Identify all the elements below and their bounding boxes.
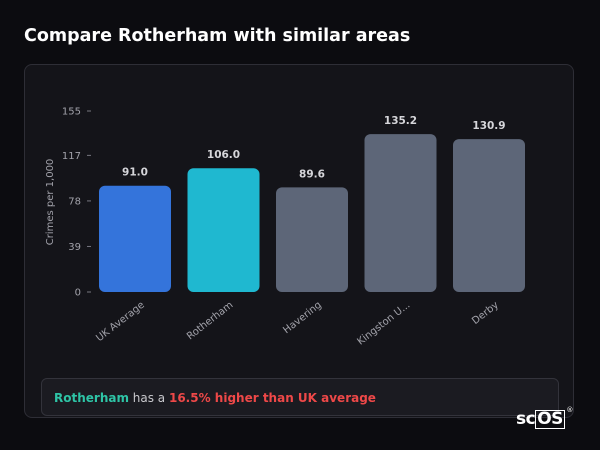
bar bbox=[364, 134, 437, 292]
comparison-summary: Rotherham has a 16.5% higher than UK ave… bbox=[41, 378, 559, 416]
y-tick-label: 0 bbox=[75, 288, 81, 299]
brand-registered-mark: ® bbox=[566, 406, 573, 414]
y-tick-label: 78 bbox=[68, 196, 81, 207]
bar bbox=[276, 187, 348, 292]
y-tick-label: 39 bbox=[68, 242, 81, 253]
bar-value-label: 91.0 bbox=[122, 167, 148, 179]
brand-prefix: sc bbox=[516, 409, 536, 429]
summary-text: has a bbox=[128, 391, 169, 405]
bar-value-label: 106.0 bbox=[207, 149, 240, 161]
bar bbox=[453, 139, 525, 292]
category-label: Rotherham bbox=[185, 300, 235, 343]
summary-highlight: 16.5% higher than UK average bbox=[168, 391, 376, 405]
y-tick-label: 155 bbox=[62, 107, 81, 118]
bar-value-label: 89.6 bbox=[299, 168, 325, 180]
brand-boxed: OS bbox=[535, 409, 565, 429]
chart-card: 0 39 78 117 155 Crimes per 1,000 91.0 UK Avera… bbox=[24, 64, 574, 418]
bar-value-label: 130.9 bbox=[472, 120, 505, 132]
brand-logo: sc OS ® bbox=[516, 406, 573, 430]
category-label: Havering bbox=[281, 300, 323, 337]
category-label: UK Average bbox=[94, 300, 147, 344]
page-title: Compare Rotherham with similar areas bbox=[24, 26, 411, 46]
bar-value-label: 135.2 bbox=[384, 115, 417, 127]
bar-chart: 0 39 78 117 155 Crimes per 1,000 91.0 UK Avera… bbox=[45, 107, 525, 348]
summary-area-name: Rotherham bbox=[54, 391, 129, 405]
y-tick-label: 117 bbox=[62, 151, 81, 162]
bar bbox=[99, 185, 171, 292]
category-label: Kingston U... bbox=[355, 300, 412, 348]
bar bbox=[187, 168, 260, 292]
category-label: Derby bbox=[470, 300, 501, 327]
y-axis-label: Crimes per 1,000 bbox=[45, 159, 56, 246]
